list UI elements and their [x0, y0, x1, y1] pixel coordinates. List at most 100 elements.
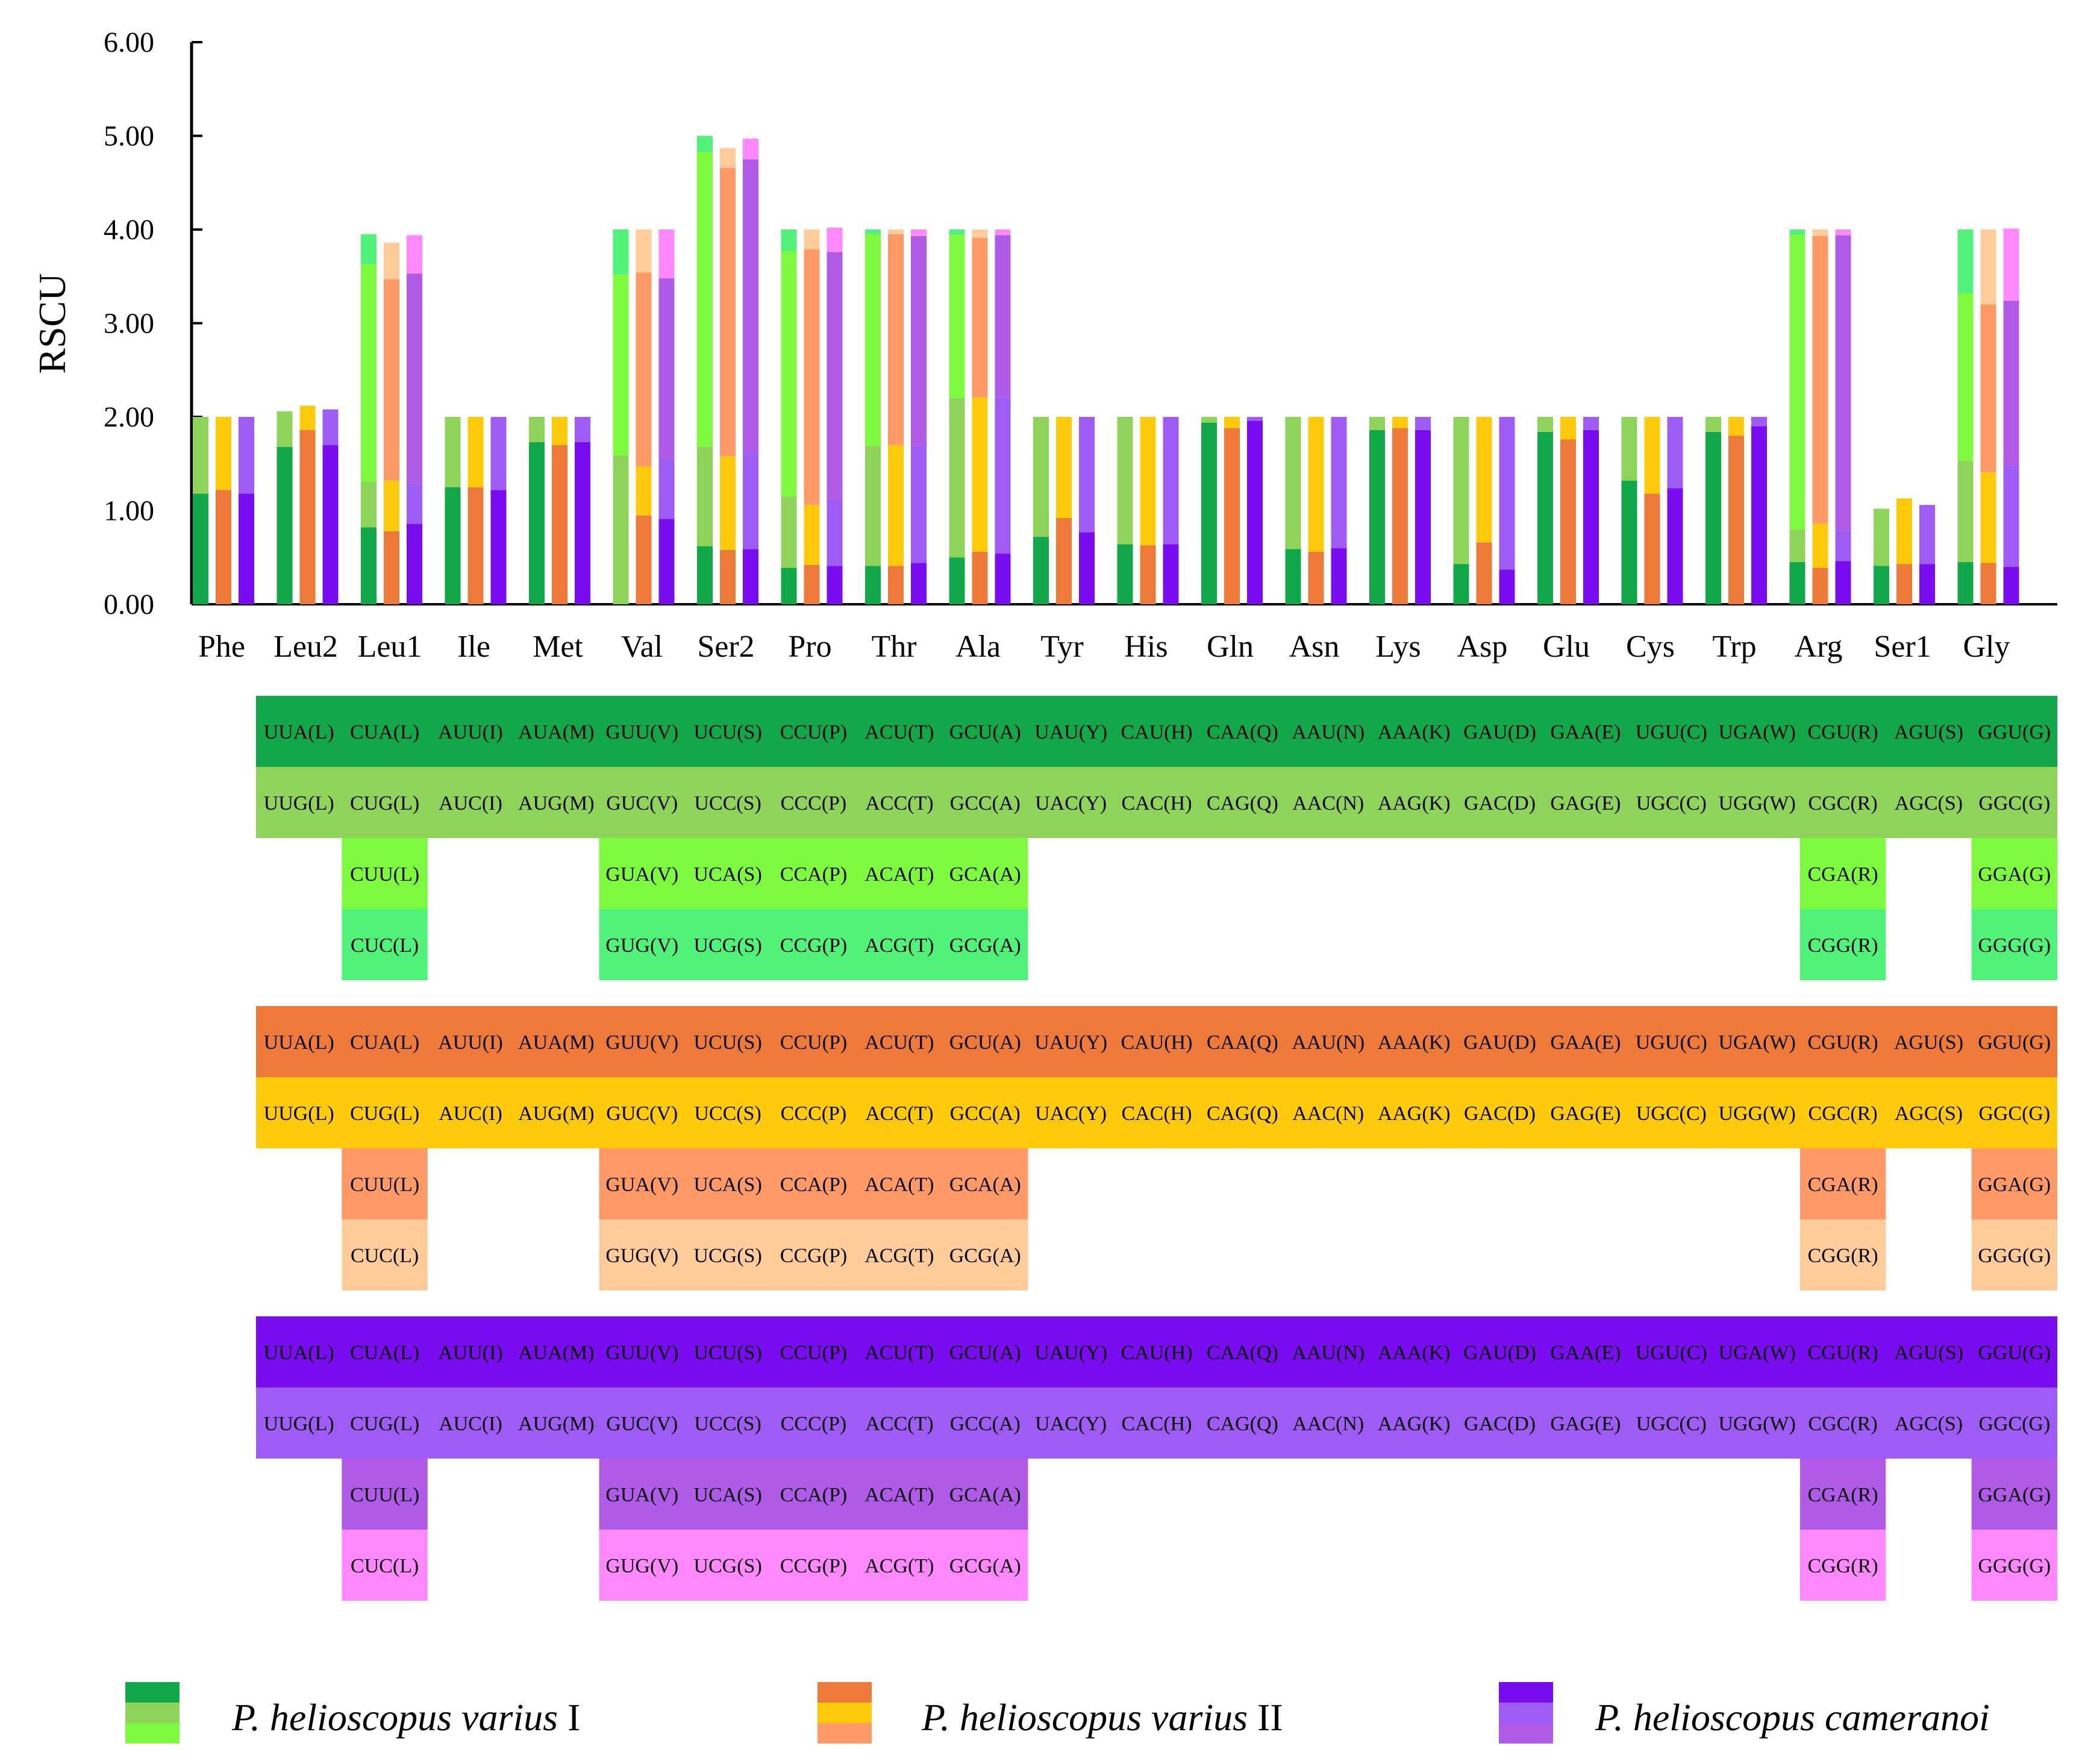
bar-segment — [804, 249, 820, 505]
bar-segment — [407, 524, 422, 604]
codon-label: GGC(G) — [1978, 792, 2050, 815]
bar-segment — [529, 442, 545, 604]
bar-segment — [804, 565, 820, 604]
codon-label: AGC(S) — [1895, 1102, 1963, 1125]
codon-label: UCU(S) — [693, 1031, 761, 1054]
bar-segment — [1079, 417, 1095, 533]
bar-segment — [1728, 436, 1744, 604]
codon-label: CAC(H) — [1121, 1102, 1192, 1125]
codon-label: CUG(L) — [350, 1102, 419, 1125]
bar-segment — [1140, 417, 1156, 546]
bar-segment — [995, 230, 1011, 236]
codon-label: UUA(L) — [264, 1342, 334, 1364]
bar-segment — [2003, 228, 2019, 301]
category-label: His — [1124, 630, 1168, 664]
bar-segment — [1980, 563, 1996, 604]
bar-segment — [613, 230, 629, 275]
codon-label: ACA(T) — [864, 1174, 934, 1196]
codon-label: AUG(M) — [518, 792, 595, 815]
bar-segment — [1874, 508, 1889, 566]
bar-segment — [1415, 430, 1431, 604]
codon-label: AGC(S) — [1895, 792, 1963, 815]
codon-label: GUU(V) — [605, 1342, 678, 1364]
bar-segment — [361, 264, 377, 482]
codon-cell — [1971, 1148, 2057, 1219]
bar-segment — [995, 235, 1011, 398]
codon-label: ACG(T) — [864, 1245, 934, 1267]
bar-segment — [1117, 417, 1133, 545]
category-label: Asn — [1289, 630, 1340, 664]
codon-label: GUC(V) — [606, 792, 678, 815]
category-label: Trp — [1712, 630, 1756, 664]
legend-label-suffix: II — [1248, 1696, 1283, 1739]
codon-label: CCG(P) — [780, 1245, 847, 1267]
category-labels-group: Phe Leu2 Leu1 Ile Met Val Ser2 Pro Thr Ala Tyr His G… — [198, 630, 2010, 664]
codon-label: CCA(P) — [780, 863, 847, 886]
codon-row — [256, 1316, 2057, 1387]
category-label: Ala — [955, 630, 1001, 664]
bar-segment — [743, 452, 758, 549]
bar-segment — [552, 445, 567, 604]
codon-label: CAA(Q) — [1207, 1031, 1278, 1054]
bar-segment — [2003, 465, 2019, 567]
bar-segment — [743, 139, 758, 160]
codon-label: GAG(E) — [1550, 792, 1621, 815]
bar-segment — [467, 417, 484, 487]
y-tick-label: 5.00 — [104, 120, 154, 152]
bar-segment — [888, 234, 904, 445]
bar-segment — [827, 566, 843, 604]
bar-segment — [720, 549, 736, 604]
bar-segment — [636, 515, 652, 604]
codon-row — [256, 767, 2057, 838]
codon-label: UGC(C) — [1636, 1102, 1707, 1125]
codon-row — [256, 1077, 2057, 1148]
bar-segment — [1621, 480, 1637, 604]
bar-segment — [1247, 421, 1263, 604]
codon-label: CGG(R) — [1807, 1245, 1878, 1267]
codon-label: UGG(W) — [1718, 792, 1795, 815]
legend-swatch — [818, 1703, 872, 1723]
bar-segment — [743, 549, 758, 604]
codon-label: GAA(E) — [1550, 1031, 1621, 1054]
bar-segment — [216, 490, 231, 604]
bar-segment — [384, 480, 399, 531]
category-label: Glu — [1543, 630, 1590, 664]
codon-label: UGU(C) — [1636, 721, 1707, 743]
codon-label: UCA(S) — [693, 1174, 761, 1196]
y-tick-label: 2.00 — [104, 401, 154, 433]
legend-label-suffix: I — [558, 1696, 580, 1739]
category-label: Asp — [1457, 630, 1508, 664]
bar-segment — [1285, 549, 1301, 604]
bar-segment — [277, 446, 293, 604]
bar-segment — [972, 230, 988, 238]
bar-segment — [865, 446, 881, 566]
codon-cell — [1971, 1219, 2057, 1290]
bar-segment — [1812, 568, 1828, 604]
codon-label: AUU(I) — [438, 1342, 503, 1364]
bar-segment — [1369, 430, 1385, 604]
codon-label: ACU(T) — [864, 1031, 934, 1054]
codon-label: AGU(S) — [1894, 1031, 1963, 1054]
codon-label: GUA(V) — [605, 863, 678, 886]
bar-segment — [1835, 235, 1851, 531]
bar-segment — [972, 551, 988, 604]
codon-label: ACU(T) — [864, 1342, 934, 1364]
bar-segment — [865, 234, 881, 446]
bar-segment — [888, 230, 904, 234]
category-label: Cys — [1626, 630, 1675, 664]
codon-cell — [599, 909, 1028, 980]
bar-segment — [1056, 518, 1072, 604]
bar-segment — [658, 278, 675, 459]
y-tick-label: 0.00 — [104, 589, 154, 621]
codon-label: AAG(K) — [1378, 1413, 1451, 1435]
codon-label: UGA(W) — [1718, 1342, 1795, 1364]
category-label: Leu2 — [274, 630, 338, 664]
codon-row — [256, 1387, 2057, 1459]
codon-label: GAC(D) — [1464, 1102, 1536, 1125]
y-tick-label: 1.00 — [104, 495, 154, 527]
codon-cell — [1971, 838, 2057, 909]
bar-segment — [995, 398, 1011, 554]
codon-table-group: UUA(L) CUA(L) AUU(I) AUA(M) GUU(V) UCU(S) CCU(… — [256, 696, 2057, 1601]
codon-label: CUU(L) — [350, 1174, 419, 1196]
codon-label: UGC(C) — [1636, 1413, 1707, 1435]
